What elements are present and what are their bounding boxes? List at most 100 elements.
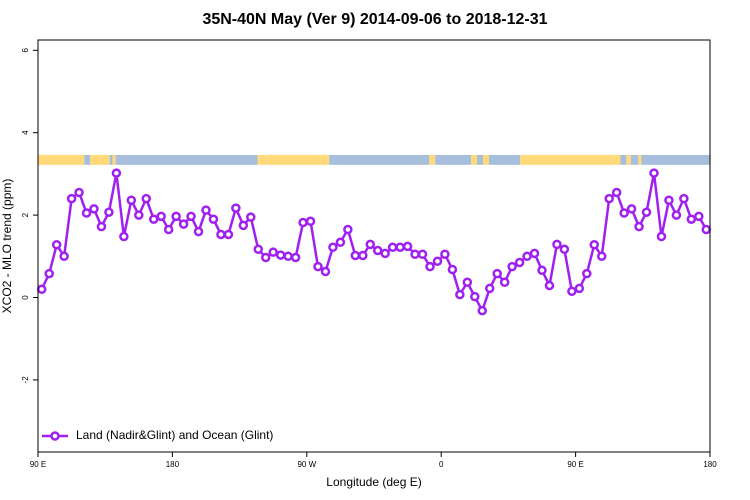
y-tick-label: 0 [21, 295, 30, 300]
data-point [679, 193, 689, 204]
data-point [156, 211, 166, 222]
mask-segment [115, 154, 258, 165]
data-point [634, 221, 644, 232]
plot-frame [37, 39, 711, 453]
data-point [387, 242, 398, 252]
mask-segment [641, 154, 710, 165]
data-point [178, 219, 189, 229]
data-point [470, 291, 480, 302]
data-point [96, 221, 107, 232]
data-point [529, 248, 540, 259]
data-point [425, 261, 435, 272]
data-point [74, 187, 84, 198]
data-point [701, 224, 712, 235]
data-point [320, 266, 331, 277]
mask-segment [483, 154, 489, 165]
data-point [36, 284, 47, 295]
legend-label: Land (Nadir&Glint) and Ocean (Glint) [76, 428, 273, 442]
y-tick-label: 2 [21, 212, 30, 217]
y-tick-label: -2 [21, 376, 30, 384]
data-point [604, 193, 614, 204]
data-point [104, 207, 114, 217]
data-point [298, 217, 308, 228]
mask-segment [429, 154, 436, 165]
data-point [335, 237, 346, 248]
mask-segment [477, 154, 484, 165]
data-point [484, 283, 495, 294]
data-point [193, 226, 204, 237]
data-point [246, 212, 256, 222]
data-point [552, 239, 562, 250]
data-point [290, 252, 301, 263]
data-point [380, 248, 390, 259]
data-point [626, 204, 637, 214]
data-point [410, 249, 420, 259]
data-point [208, 214, 219, 224]
mask-segment [626, 154, 631, 165]
data-point [171, 211, 181, 222]
chart-title: 35N-40N May (Ver 9) 2014-09-06 to 2018-1… [202, 11, 547, 28]
data-point [81, 208, 92, 218]
x-tick-label: 90 E [30, 460, 46, 469]
data-point [395, 242, 405, 252]
data-point [492, 268, 502, 279]
data-point [59, 251, 69, 262]
data-point [313, 261, 323, 272]
data-point [544, 280, 555, 291]
data-point [694, 211, 704, 222]
data-point [574, 283, 585, 294]
data-point [66, 193, 77, 204]
legend-marker [50, 431, 60, 441]
data-point [89, 204, 99, 214]
x-tick-label: 0 [439, 460, 444, 469]
data-point [402, 241, 413, 252]
data-point [537, 265, 547, 276]
data-point [664, 195, 674, 206]
data-point [186, 211, 196, 222]
x-tick-label: 90 W [297, 460, 316, 469]
data-point [231, 203, 241, 213]
mask-segment [435, 154, 472, 165]
data-point [417, 249, 428, 259]
x-tick-label: 180 [703, 460, 717, 469]
data-point [372, 245, 383, 256]
data-point [582, 268, 592, 279]
mask-segment [90, 154, 110, 165]
data-point [328, 242, 338, 252]
data-point [671, 210, 682, 220]
data-point [253, 244, 264, 255]
data-point [365, 239, 376, 250]
data-point [148, 214, 159, 224]
mask-segment [630, 154, 639, 165]
y-axis-label: XCO2 - MLO trend (ppm) [0, 179, 14, 314]
mask-segment [488, 154, 521, 165]
data-point [611, 187, 622, 198]
data-point [522, 251, 532, 262]
data-point [567, 286, 577, 297]
data-point [238, 220, 249, 231]
data-point [119, 231, 129, 242]
data-point [350, 250, 361, 261]
mask-segment [471, 154, 478, 165]
data-point [126, 195, 137, 206]
data-point [163, 224, 174, 235]
data-point [134, 210, 144, 220]
x-tick-label: 180 [166, 460, 180, 469]
data-point [589, 240, 600, 250]
data-point [283, 251, 293, 262]
data-point [455, 289, 465, 300]
data-point [223, 229, 234, 240]
data-point [514, 257, 525, 268]
x-axis-label: Longitude (deg E) [326, 475, 421, 489]
data-point [656, 231, 667, 242]
mask-segment [520, 154, 621, 165]
data-point [201, 205, 211, 215]
mask-segment [257, 154, 330, 165]
data-point [111, 168, 122, 178]
mask-segment [109, 154, 113, 165]
mask-segment [620, 154, 627, 165]
data-point [358, 250, 368, 261]
data-point [141, 193, 152, 204]
mask-segment [84, 154, 91, 165]
